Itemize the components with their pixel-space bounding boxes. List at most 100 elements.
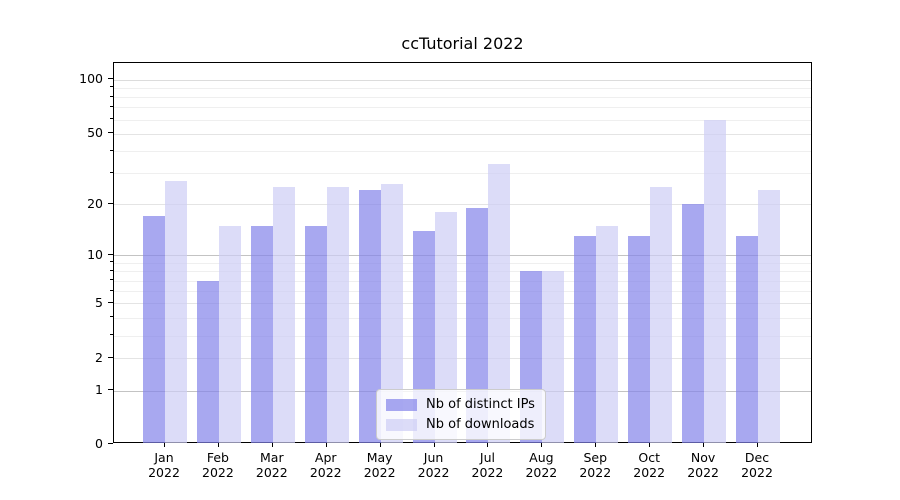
x-tick-label-nov: Nov 2022 [673,450,733,480]
y-minor-tick-3 [110,334,113,336]
x-tick-month: Aug [529,450,554,465]
gridline-y-2 [114,358,811,360]
gridline-y-9 [114,262,811,264]
gridline-y-90 [114,87,811,89]
y-tick-5 [108,301,113,303]
y-minor-tick-6 [110,289,113,291]
x-tick-year: 2022 [525,465,558,480]
y-tick-label-20: 20 [87,195,103,211]
bar-jun-downloads [434,212,457,443]
x-tick-year: 2022 [255,465,288,480]
x-tick-month: Oct [638,450,660,465]
y-tick-label-1: 1 [95,382,103,398]
y-minor-tick-30 [110,171,113,173]
plot-area: Nb of distinct IPs Nb of downloads [113,62,812,443]
x-tick-mar [271,443,273,447]
bar-may-distinct-ips [358,190,381,443]
legend-label-distinct-ips: Nb of distinct IPs [426,397,535,412]
gridline-y-70 [114,107,811,109]
gridline-y-40 [114,151,811,152]
x-tick-jan [164,443,165,447]
gridline-y-7 [114,280,811,282]
x-tick-year: 2022 [741,465,773,480]
y-tick-label-0: 0 [95,436,103,451]
gridline-y-10 [114,255,811,257]
x-tick-may [379,443,381,447]
x-tick-year: 2022 [687,465,719,480]
gridline-y-80 [114,97,811,99]
x-tick-month: Jul [479,450,495,465]
legend-swatch-downloads [386,418,417,431]
y-tick-label-100: 100 [79,71,103,87]
gridline-y-50 [114,133,811,135]
y-tick-10 [108,253,113,255]
x-tick-month: Mar [260,450,284,465]
x-tick-dec [757,443,758,447]
x-tick-month: Jan [154,450,174,465]
y-minor-tick-60 [110,118,113,119]
x-tick-label-may: May 2022 [350,450,410,480]
y-tick-50 [108,132,113,134]
gridline-y-100 [114,79,811,81]
x-tick-month: Apr [314,450,337,465]
x-tick-year: 2022 [202,465,234,480]
y-minor-tick-70 [110,105,113,107]
gridline-y-5 [114,303,811,305]
x-tick-label-feb: Feb 2022 [188,450,248,480]
x-tick-month: Feb [206,450,229,465]
bar-jul-distinct-ips [466,207,489,443]
x-tick-label-apr: Apr 2022 [296,450,356,480]
bar-apr-distinct-ips [304,225,327,443]
x-tick-year: 2022 [579,465,612,480]
y-tick-100 [108,78,113,80]
x-tick-month: Jun [423,450,444,465]
x-tick-label-oct: Oct 2022 [619,450,679,480]
legend: Nb of distinct IPs Nb of downloads [376,389,546,440]
bar-jan-downloads [165,181,187,443]
legend-item-distinct-ips: Nb of distinct IPs [386,397,535,412]
y-tick-label-50: 50 [87,125,103,141]
y-tick-20 [108,202,113,204]
y-minor-tick-80 [110,95,113,97]
x-tick-apr [325,443,327,447]
bar-aug-downloads [542,271,565,443]
y-tick-label-2: 2 [95,349,103,365]
bar-dec-distinct-ips [736,236,758,443]
x-tick-label-sep: Sep 2022 [565,450,625,480]
gridline-y-3 [114,335,811,337]
bar-sep-downloads [596,225,619,443]
y-minor-tick-40 [110,149,113,151]
bar-mar-distinct-ips [250,225,273,443]
bar-nov-downloads [704,119,727,443]
x-tick-sep [595,443,597,447]
gridline-y-6 [114,291,811,293]
y-tick-2 [108,356,113,358]
x-tick-year: 2022 [417,465,450,480]
x-tick-month: Dec [744,450,770,465]
bar-oct-downloads [650,187,673,443]
y-minor-tick-4 [110,316,113,318]
bar-may-downloads [380,184,403,443]
x-tick-label-mar: Mar 2022 [242,450,302,480]
y-tick-label-5: 5 [95,294,103,310]
bar-mar-downloads [272,187,295,443]
bar-dec-downloads [758,190,780,443]
bar-jan-distinct-ips [143,216,165,443]
gridline-y-20 [114,204,811,206]
x-tick-year: 2022 [471,465,504,480]
bar-feb-downloads [218,225,241,443]
x-tick-month: Sep [583,450,608,465]
x-tick-month: May [366,450,393,465]
y-tick-1 [108,389,113,391]
gridline-y-8 [114,271,811,273]
x-tick-year: 2022 [309,465,342,480]
gridline-y-60 [114,119,811,121]
bar-apr-downloads [326,187,349,443]
bar-nov-distinct-ips [682,204,705,443]
gridline-y-30 [114,173,811,175]
x-tick-year: 2022 [148,465,180,480]
bar-sep-distinct-ips [574,236,597,443]
x-tick-label-jul: Jul 2022 [457,450,517,480]
bar-feb-distinct-ips [196,280,219,443]
x-tick-year: 2022 [633,465,666,480]
